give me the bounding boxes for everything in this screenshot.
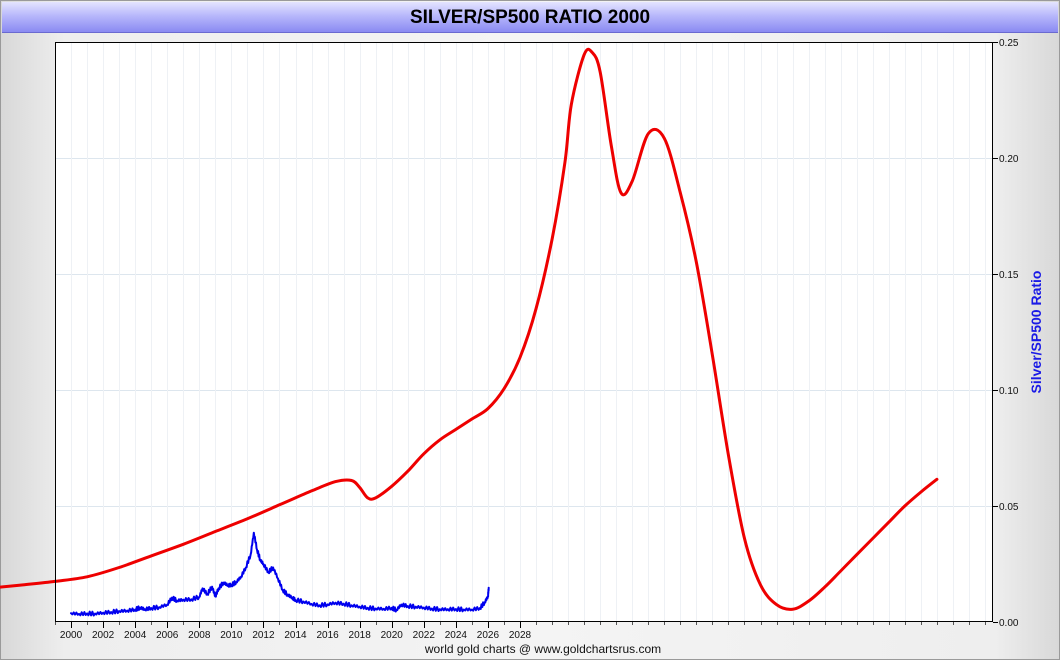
x-tick-label: 2010 xyxy=(220,630,243,641)
x-tick-label: 2006 xyxy=(156,630,179,641)
plot-area xyxy=(55,42,993,622)
y-tick-label: 0.20 xyxy=(999,154,1019,165)
plot-border xyxy=(55,42,993,622)
footer-credit: world gold charts @ www.goldchartsrus.co… xyxy=(424,642,661,656)
x-tick-label: 2028 xyxy=(509,630,532,641)
x-tick-label: 2004 xyxy=(124,630,147,641)
y-tick-label: 0.10 xyxy=(999,386,1019,397)
x-tick-label: 2008 xyxy=(188,630,211,641)
y-axis-label: Silver/SP500 Ratio xyxy=(1028,271,1044,394)
y-tick-label: 0.05 xyxy=(999,502,1019,513)
series-group xyxy=(0,47,939,617)
x-tick-label: 2002 xyxy=(92,630,115,641)
chart-title: SILVER/SP500 RATIO 2000 xyxy=(409,7,651,28)
y-tick-label: 0.00 xyxy=(999,618,1019,629)
projection-series-line xyxy=(0,47,939,611)
y-tick-label: 0.15 xyxy=(999,270,1019,281)
x-tick-label: 2000 xyxy=(60,630,83,641)
x-tick-label: 2022 xyxy=(413,630,436,641)
x-tick-label: 2016 xyxy=(316,630,339,641)
x-tick-label: 2024 xyxy=(445,630,468,641)
axes: 0.00 0.05 0.10 0.15 0.20 0.25 2000 2002 2004 2006… xyxy=(55,38,1019,641)
y-tick-label: 0.25 xyxy=(999,38,1019,49)
x-tick-label: 2018 xyxy=(349,630,372,641)
title-bar: SILVER/SP500 RATIO 2000 xyxy=(2,2,1058,33)
x-tick-label: 2020 xyxy=(381,630,404,641)
x-tick-label: 2012 xyxy=(252,630,275,641)
x-tick-label: 2014 xyxy=(284,630,307,641)
x-tick-label: 2026 xyxy=(477,630,500,641)
silver-sp500-ratio-line xyxy=(70,531,490,617)
